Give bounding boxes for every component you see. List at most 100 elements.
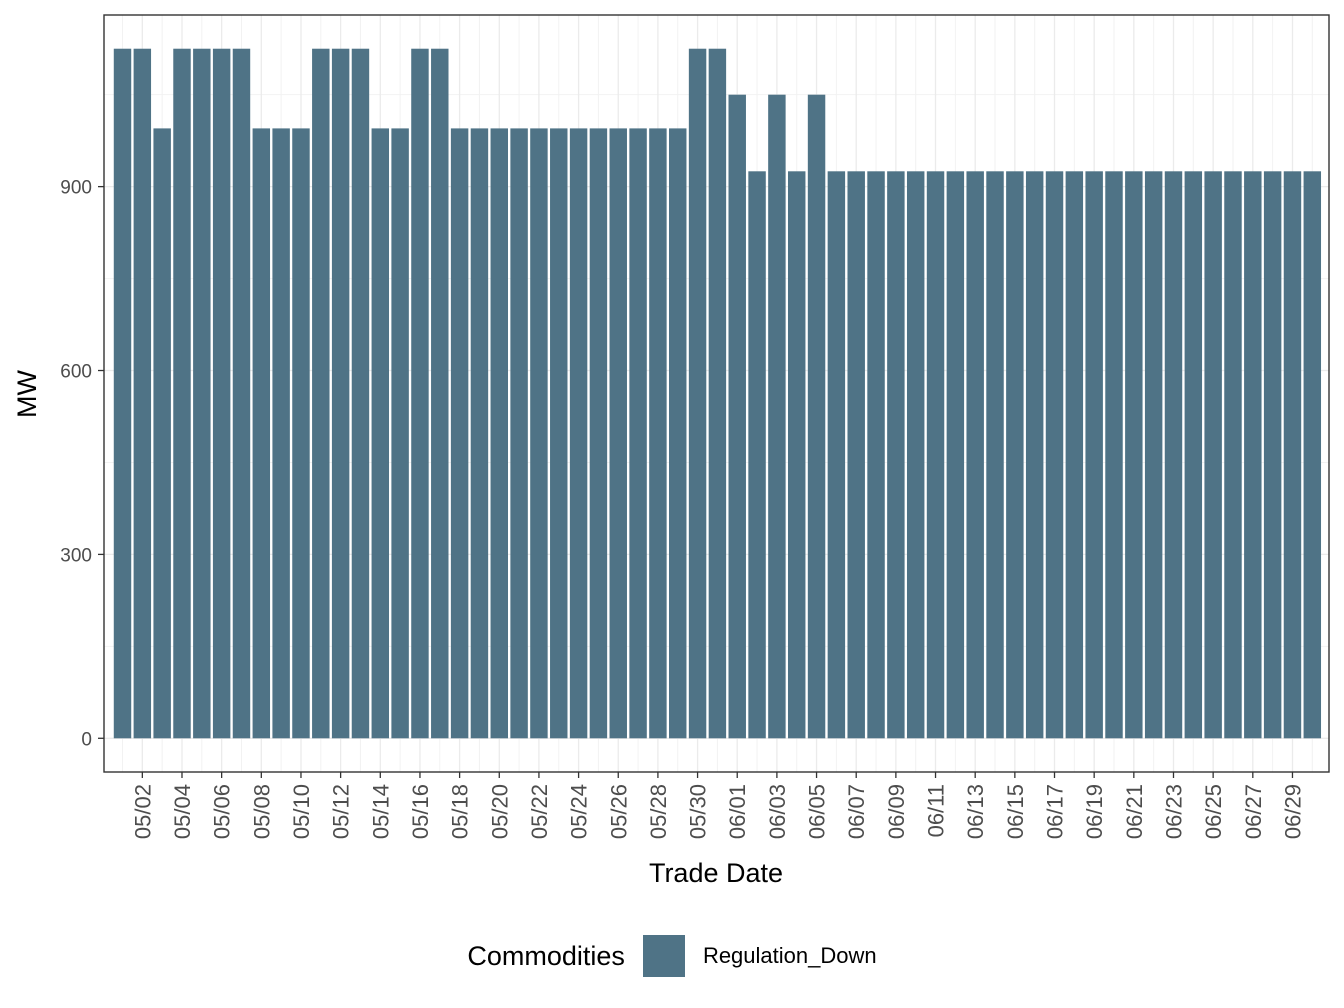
bar-05-04 — [173, 48, 191, 739]
bar-06-05 — [807, 94, 826, 739]
bar-05-23 — [550, 128, 568, 739]
bar-05-07 — [232, 48, 251, 739]
x-tick-label: 06/21 — [1122, 784, 1147, 839]
bar-05-15 — [391, 128, 409, 739]
bar-06-01 — [728, 94, 746, 739]
bar-06-30 — [1303, 171, 1322, 739]
x-axis: 05/02 05/04 05/06 05/08 05/10 05/12 05/14 05/16… — [130, 772, 1305, 839]
x-tick-label: 05/10 — [289, 784, 314, 839]
bar-05-10 — [292, 128, 310, 739]
bar-05-14 — [371, 128, 390, 739]
bar-05-16 — [411, 48, 429, 739]
bar-06-12 — [946, 171, 965, 739]
bar-06-26 — [1224, 171, 1242, 739]
bar-05-01 — [113, 48, 132, 739]
bar-05-09 — [272, 128, 290, 739]
bar-06-27 — [1244, 171, 1262, 739]
bar-06-04 — [787, 171, 806, 739]
plot-border — [103, 14, 1330, 773]
y-tick-label: 0 — [81, 729, 92, 750]
x-tick-label: 06/13 — [963, 784, 988, 839]
bar-06-13 — [966, 171, 984, 739]
x-tick-label: 06/07 — [844, 784, 869, 839]
bar-05-18 — [450, 128, 469, 739]
y-tick-label: 300 — [60, 545, 92, 566]
bar-05-19 — [470, 128, 489, 739]
bar-05-25 — [589, 128, 608, 739]
y-tick-label: 900 — [60, 178, 92, 199]
bar-06-16 — [1025, 171, 1044, 739]
x-tick-label: 06/25 — [1201, 784, 1226, 839]
bar-05-13 — [351, 48, 370, 739]
bar-06-02 — [748, 171, 766, 739]
legend-key-regulation-down — [642, 935, 685, 977]
x-tick-label: 06/09 — [884, 784, 909, 839]
bar-06-15 — [1006, 171, 1024, 739]
bar-05-26 — [609, 128, 627, 739]
bar-05-05 — [193, 48, 211, 739]
x-tick-label: 05/22 — [527, 784, 552, 839]
bar-05-11 — [312, 48, 330, 739]
bar-05-02 — [133, 48, 152, 739]
bars — [113, 48, 1322, 739]
bar-05-03 — [153, 128, 171, 739]
bar-06-08 — [867, 171, 885, 739]
bar-06-25 — [1204, 171, 1222, 739]
x-tick-label: 05/06 — [210, 784, 235, 839]
x-tick-label: 06/11 — [924, 784, 949, 837]
bar-06-20 — [1105, 171, 1123, 739]
bar-05-21 — [510, 128, 528, 739]
bar-05-31 — [708, 48, 727, 739]
bar-06-14 — [986, 171, 1004, 739]
bar-06-17 — [1045, 171, 1064, 739]
bar-05-06 — [212, 48, 231, 739]
bar-06-29 — [1283, 171, 1302, 739]
x-tick-label: 05/26 — [606, 784, 631, 839]
bar-05-12 — [331, 48, 350, 739]
bar-05-28 — [649, 128, 667, 739]
x-tick-label: 05/16 — [408, 784, 433, 839]
x-tick-label: 05/30 — [686, 784, 711, 839]
x-tick-label: 06/01 — [725, 784, 750, 839]
bar-05-20 — [490, 128, 508, 739]
bar-06-28 — [1263, 171, 1282, 739]
y-axis: 0 300 600 900 — [60, 178, 104, 750]
legend: Commodities Regulation_Down — [0, 934, 1344, 978]
x-tick-label: 05/08 — [249, 784, 274, 839]
legend-label-regulation-down: Regulation_Down — [702, 943, 877, 968]
bar-06-03 — [768, 94, 786, 739]
bar-06-19 — [1085, 171, 1103, 739]
bar-06-11 — [926, 171, 945, 739]
x-axis-title: Trade Date — [649, 858, 783, 888]
x-tick-label: 06/05 — [805, 784, 830, 839]
y-tick-label: 600 — [60, 362, 92, 383]
bar-chart: 0 300 600 900 05/02 05/04 05/06 05/08 05/10 05/1… — [12, 14, 1330, 888]
x-tick-label: 05/14 — [368, 784, 393, 839]
x-tick-label: 06/15 — [1003, 784, 1028, 839]
bar-05-08 — [252, 128, 271, 739]
bar-06-09 — [887, 171, 905, 739]
legend-title: Commodities — [467, 940, 625, 971]
bar-06-18 — [1065, 171, 1084, 739]
x-tick-label: 06/03 — [765, 784, 790, 839]
bar-06-06 — [827, 171, 846, 739]
bar-05-30 — [688, 48, 707, 739]
x-tick-label: 05/28 — [646, 784, 671, 839]
x-tick-label: 06/19 — [1082, 784, 1107, 839]
x-tick-label: 05/20 — [487, 784, 512, 839]
x-tick-label: 06/23 — [1161, 784, 1186, 839]
x-tick-label: 05/24 — [567, 784, 592, 839]
x-tick-label: 06/17 — [1043, 784, 1068, 839]
x-tick-label: 06/27 — [1241, 784, 1266, 839]
bar-05-27 — [629, 128, 647, 739]
bar-06-21 — [1125, 171, 1143, 739]
bar-06-22 — [1144, 171, 1163, 739]
x-tick-label: 05/18 — [448, 784, 473, 839]
bar-06-23 — [1164, 171, 1183, 739]
bar-06-24 — [1184, 171, 1203, 739]
x-tick-label: 05/04 — [170, 784, 195, 839]
bar-06-07 — [847, 171, 865, 739]
bar-05-29 — [669, 128, 687, 739]
x-tick-label: 05/02 — [130, 784, 155, 839]
bar-05-22 — [530, 128, 548, 739]
